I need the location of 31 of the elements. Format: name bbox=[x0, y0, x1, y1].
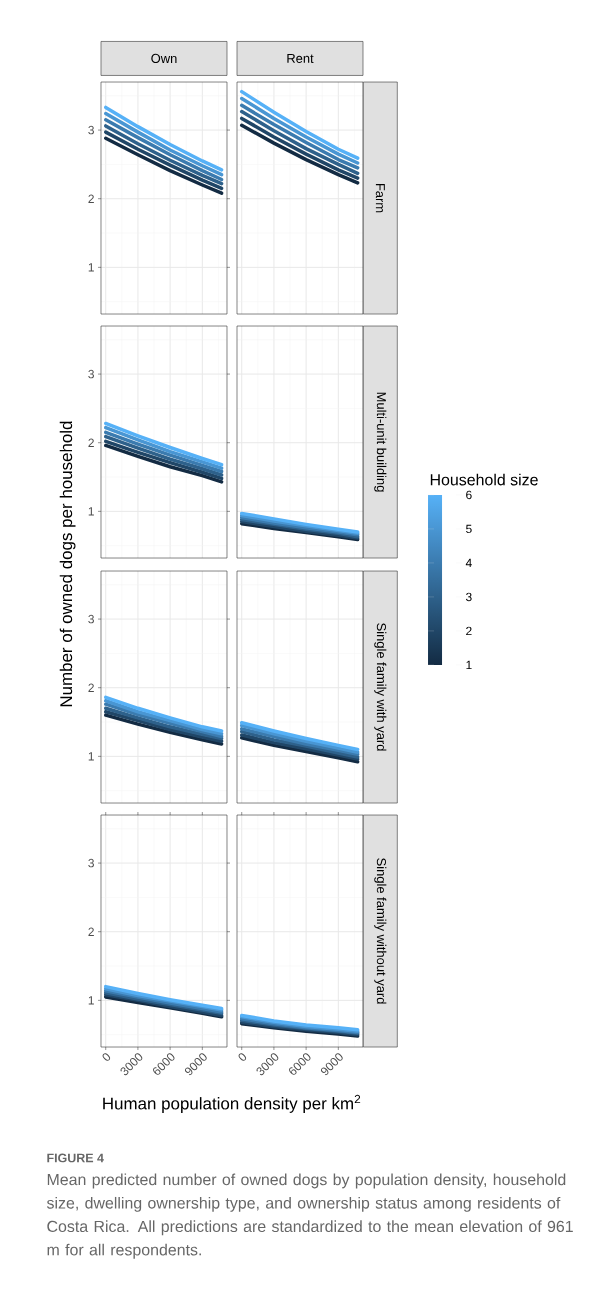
y-tick-label: 3 bbox=[88, 858, 94, 868]
y-tick-label: 2 bbox=[88, 194, 94, 203]
y2-axis-title: Single family with yard bbox=[374, 623, 387, 751]
y-tick-label: 3 bbox=[88, 369, 94, 379]
color-bar-label: 6 bbox=[466, 490, 472, 500]
x-axis-title: Human population density per km$^{2}$ bbox=[103, 1094, 361, 1113]
y-axis-title: Number of owned dogs per household bbox=[59, 421, 76, 707]
y2-axis-title: Multi-unit building bbox=[374, 392, 387, 492]
color-bar-label: 1 bbox=[466, 660, 472, 670]
x-tick-label: 0 bbox=[102, 1053, 111, 1061]
color-bar-label: 5 bbox=[466, 524, 472, 534]
text: Mean predicted number of owned dogs by population density, household size, dwelling ownership type, and ownership status among residents of Costa Rica. All predictions are standardized to the mean elevation of 961 m for all respondents. bbox=[46, 1173, 573, 1259]
y-tick-label: 1 bbox=[88, 263, 94, 272]
y-tick-label: 1 bbox=[88, 752, 94, 761]
y-tick-label: 3 bbox=[88, 614, 94, 624]
chart-title: Own bbox=[151, 53, 177, 64]
caption: FIGURE 4 bbox=[47, 1153, 104, 1163]
y-tick-label: 3 bbox=[88, 125, 94, 135]
y-tick-label: 2 bbox=[88, 927, 94, 936]
color-bar-title: Household size bbox=[430, 473, 538, 486]
y2-axis-title: Farm bbox=[375, 183, 385, 213]
y-tick-label: 2 bbox=[88, 683, 94, 692]
y-tick-label: 1 bbox=[88, 507, 94, 516]
color-bar-label: 2 bbox=[466, 626, 472, 636]
y-tick-label: 1 bbox=[88, 996, 94, 1005]
y-tick-label: 2 bbox=[88, 438, 94, 447]
color-bar-label: 4 bbox=[465, 558, 472, 568]
chart-title: Rent bbox=[287, 53, 314, 63]
x-tick-label: 0 bbox=[238, 1053, 247, 1061]
y2-axis-title: Single family without yard bbox=[374, 858, 387, 1004]
color-bar-label: 3 bbox=[465, 592, 472, 602]
